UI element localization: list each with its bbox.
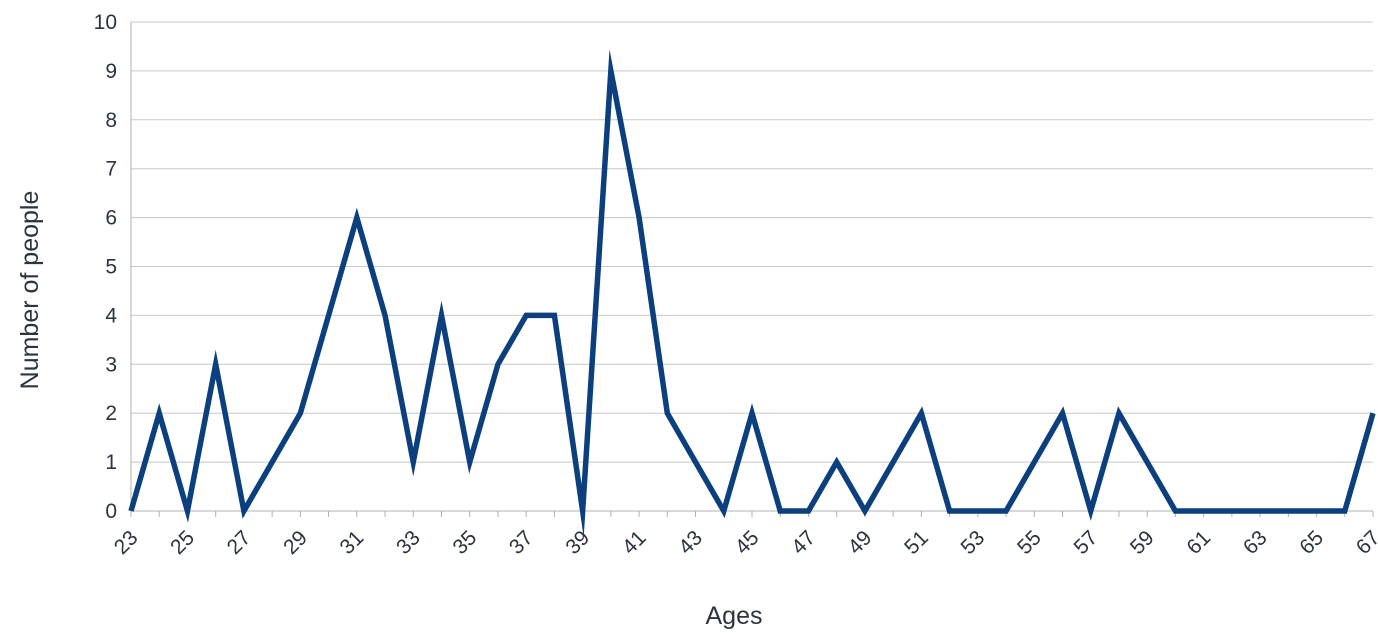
x-tick-label: 51	[900, 526, 933, 559]
x-tick-label: 23	[110, 526, 143, 559]
y-tick-label: 8	[105, 109, 117, 132]
y-tick-label: 10	[94, 11, 117, 34]
x-tick-label: 61	[1182, 526, 1215, 559]
x-tick-label: 43	[674, 526, 707, 559]
y-tick-label: 0	[105, 500, 117, 523]
x-tick-label: 29	[279, 526, 312, 559]
y-tick-label: 3	[105, 353, 117, 376]
x-tick-label: 39	[561, 526, 594, 559]
gridlines	[131, 21, 1373, 512]
x-tick-label: 33	[392, 526, 425, 559]
x-tick-label: 31	[336, 526, 369, 559]
x-tick-label: 49	[844, 526, 877, 559]
x-tick-labels: 23 25 27 29 31 33 35 37 39 41 43 45 47 49 51 53 55 57 59 61…	[110, 526, 1378, 559]
x-tick-label: 35	[448, 526, 481, 559]
x-tick-label: 63	[1239, 526, 1272, 559]
x-tick-label: 45	[731, 526, 764, 559]
x-tick-label: 59	[1126, 526, 1159, 559]
axes	[130, 22, 1374, 517]
y-tick-label: 7	[105, 158, 117, 181]
y-tick-label: 6	[105, 207, 117, 230]
x-tick-label: 47	[787, 526, 820, 559]
y-axis-title: Number of people	[16, 191, 44, 390]
y-tick-label: 9	[105, 60, 117, 83]
x-axis-title: Ages	[706, 602, 763, 630]
y-tick-label: 1	[105, 451, 117, 474]
series	[128, 49, 1376, 538]
x-tick-label: 65	[1295, 526, 1328, 559]
x-tick-label: 41	[618, 526, 651, 559]
x-tick-label: 53	[957, 526, 990, 559]
x-tick-label: 55	[1013, 526, 1046, 559]
y-tick-label: 2	[105, 402, 117, 425]
y-tick-labels: 0 1 2 3 4 5 6 7 8 9 10	[94, 11, 118, 523]
x-tick-label: 27	[223, 526, 256, 559]
y-tick-label: 5	[105, 256, 117, 279]
x-tick-label: 37	[505, 526, 538, 559]
x-tick-label: 25	[166, 526, 199, 559]
series-line-0	[128, 49, 1376, 538]
x-tick-label: 67	[1352, 526, 1378, 559]
x-tick-label: 57	[1069, 526, 1102, 559]
y-tick-label: 4	[105, 304, 117, 327]
